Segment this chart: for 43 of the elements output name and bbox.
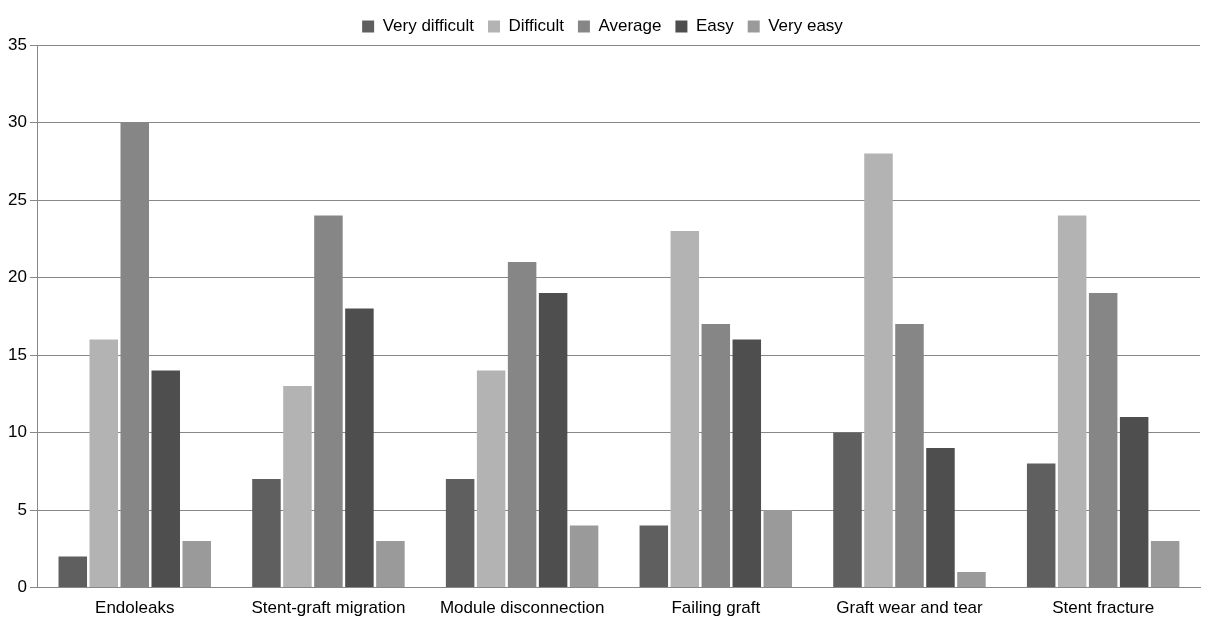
x-tick-label: Failing graft [671, 598, 761, 618]
bar [538, 293, 568, 588]
x-tick-label: Stent fracture [1052, 598, 1155, 618]
bar [58, 556, 88, 588]
bar [252, 479, 281, 588]
y-tick-label: 15 [7, 344, 27, 364]
y-tick-label: 35 [7, 34, 27, 54]
bar [1057, 215, 1087, 588]
bar [957, 572, 986, 588]
bar [345, 308, 374, 588]
bar [376, 541, 405, 588]
bar [283, 386, 312, 588]
bar [926, 448, 955, 588]
x-tick-label: Endoleaks [95, 598, 175, 618]
bar [89, 339, 119, 588]
bar [151, 370, 180, 588]
y-tick-label: 30 [7, 112, 27, 132]
x-tick-label: Stent-graft migration [251, 598, 406, 618]
bar [639, 525, 669, 588]
legend-label: Average [598, 16, 662, 36]
y-tick-label: 0 [17, 577, 27, 597]
legend-label: Very easy [768, 16, 844, 36]
y-tick-label: 10 [7, 422, 27, 442]
bar [1026, 463, 1056, 588]
x-tick-label: Module disconnection [439, 598, 605, 618]
legend-label: Easy [695, 16, 735, 36]
bar [833, 432, 862, 588]
bar [1150, 541, 1180, 588]
bar [1119, 417, 1149, 588]
legend-label: Very difficult [382, 16, 475, 36]
bar [445, 479, 475, 588]
bar [569, 525, 599, 588]
y-tick-label: 5 [17, 499, 27, 519]
bar [732, 339, 762, 588]
legend-label: Difficult [508, 16, 565, 36]
bar [670, 231, 700, 588]
bar [763, 510, 793, 588]
y-tick-label: 25 [7, 189, 27, 209]
bar [864, 153, 893, 588]
bar [476, 370, 506, 588]
bar [182, 541, 211, 588]
y-tick-label: 20 [7, 267, 27, 287]
x-tick-label: Graft wear and tear [836, 598, 984, 618]
